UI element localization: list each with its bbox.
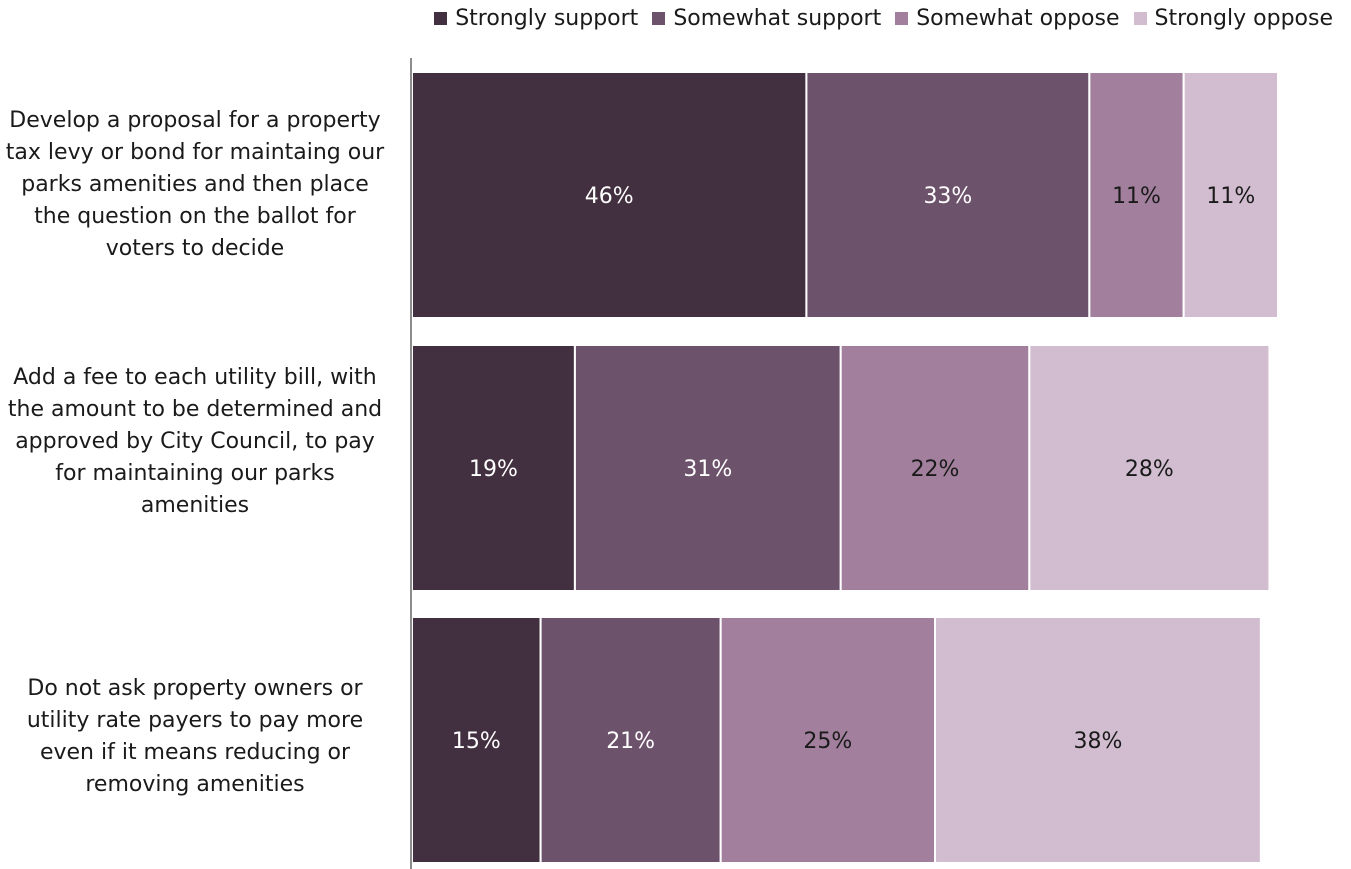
legend-item-strongly-support: Strongly support bbox=[434, 6, 638, 31]
legend-label-somewhat-support: Somewhat support bbox=[673, 6, 882, 31]
legend-swatch-somewhat-support bbox=[652, 12, 666, 25]
legend-item-somewhat-support: Somewhat support bbox=[652, 6, 881, 31]
legend-label-strongly-support: Strongly support bbox=[455, 6, 639, 31]
data-label-strongly-support-row-3: 15% bbox=[452, 729, 501, 754]
data-label-somewhat-oppose-row-2: 22% bbox=[911, 457, 960, 482]
bar-segment-somewhat-oppose-row-2 bbox=[839, 344, 1031, 592]
category-label-property-tax-levy: Develop a proposal for a property tax le… bbox=[5, 108, 385, 261]
bar-segment-strongly-oppose-row-1 bbox=[1182, 71, 1280, 319]
data-label-strongly-support-row-2: 19% bbox=[469, 457, 518, 482]
data-label-strongly-oppose-row-2: 28% bbox=[1125, 457, 1174, 482]
bar-segment-strongly-support-row-2 bbox=[411, 344, 576, 592]
data-label-somewhat-support-row-1: 33% bbox=[923, 184, 972, 209]
data-label-strongly-oppose-row-3: 38% bbox=[1073, 729, 1122, 754]
legend: Strongly support Somewhat support Somewh… bbox=[420, 6, 1333, 31]
bar-segment-somewhat-support-row-2 bbox=[573, 344, 842, 592]
legend-item-strongly-oppose: Strongly oppose bbox=[1133, 6, 1334, 31]
legend-swatch-somewhat-oppose bbox=[895, 12, 909, 25]
data-label-strongly-support-row-1: 46% bbox=[585, 184, 634, 209]
bar-segment-strongly-support-row-1 bbox=[411, 71, 808, 319]
category-label-utility-fee: Add a fee to each utility bill, with the… bbox=[7, 365, 383, 518]
bar-segment-somewhat-support-row-3 bbox=[539, 616, 722, 864]
category-label-no-additional-pay: Do not ask property owners or utility ra… bbox=[26, 676, 364, 797]
legend-label-strongly-oppose: Strongly oppose bbox=[1154, 6, 1334, 31]
legend-swatch-strongly-oppose bbox=[1133, 12, 1147, 25]
bar-segment-somewhat-support-row-1 bbox=[805, 71, 1091, 319]
bar-segment-strongly-oppose-row-3 bbox=[934, 616, 1262, 864]
bars-layer: 46% 33% 11% 11% 19% 31% 22% 28% 15% 21% 25% 38% bbox=[411, 71, 1280, 864]
legend-swatch-strongly-support bbox=[434, 12, 448, 25]
data-label-somewhat-oppose-row-1: 11% bbox=[1112, 184, 1161, 209]
legend-item-somewhat-oppose: Somewhat oppose bbox=[895, 6, 1120, 31]
data-label-somewhat-oppose-row-3: 25% bbox=[803, 729, 852, 754]
data-label-strongly-oppose-row-1: 11% bbox=[1206, 184, 1255, 209]
bar-segment-strongly-support-row-3 bbox=[411, 616, 542, 864]
data-label-somewhat-support-row-3: 21% bbox=[606, 729, 655, 754]
legend-label-somewhat-oppose: Somewhat oppose bbox=[916, 6, 1120, 31]
bar-segment-strongly-oppose-row-2 bbox=[1028, 344, 1271, 592]
data-label-somewhat-support-row-2: 31% bbox=[683, 457, 732, 482]
